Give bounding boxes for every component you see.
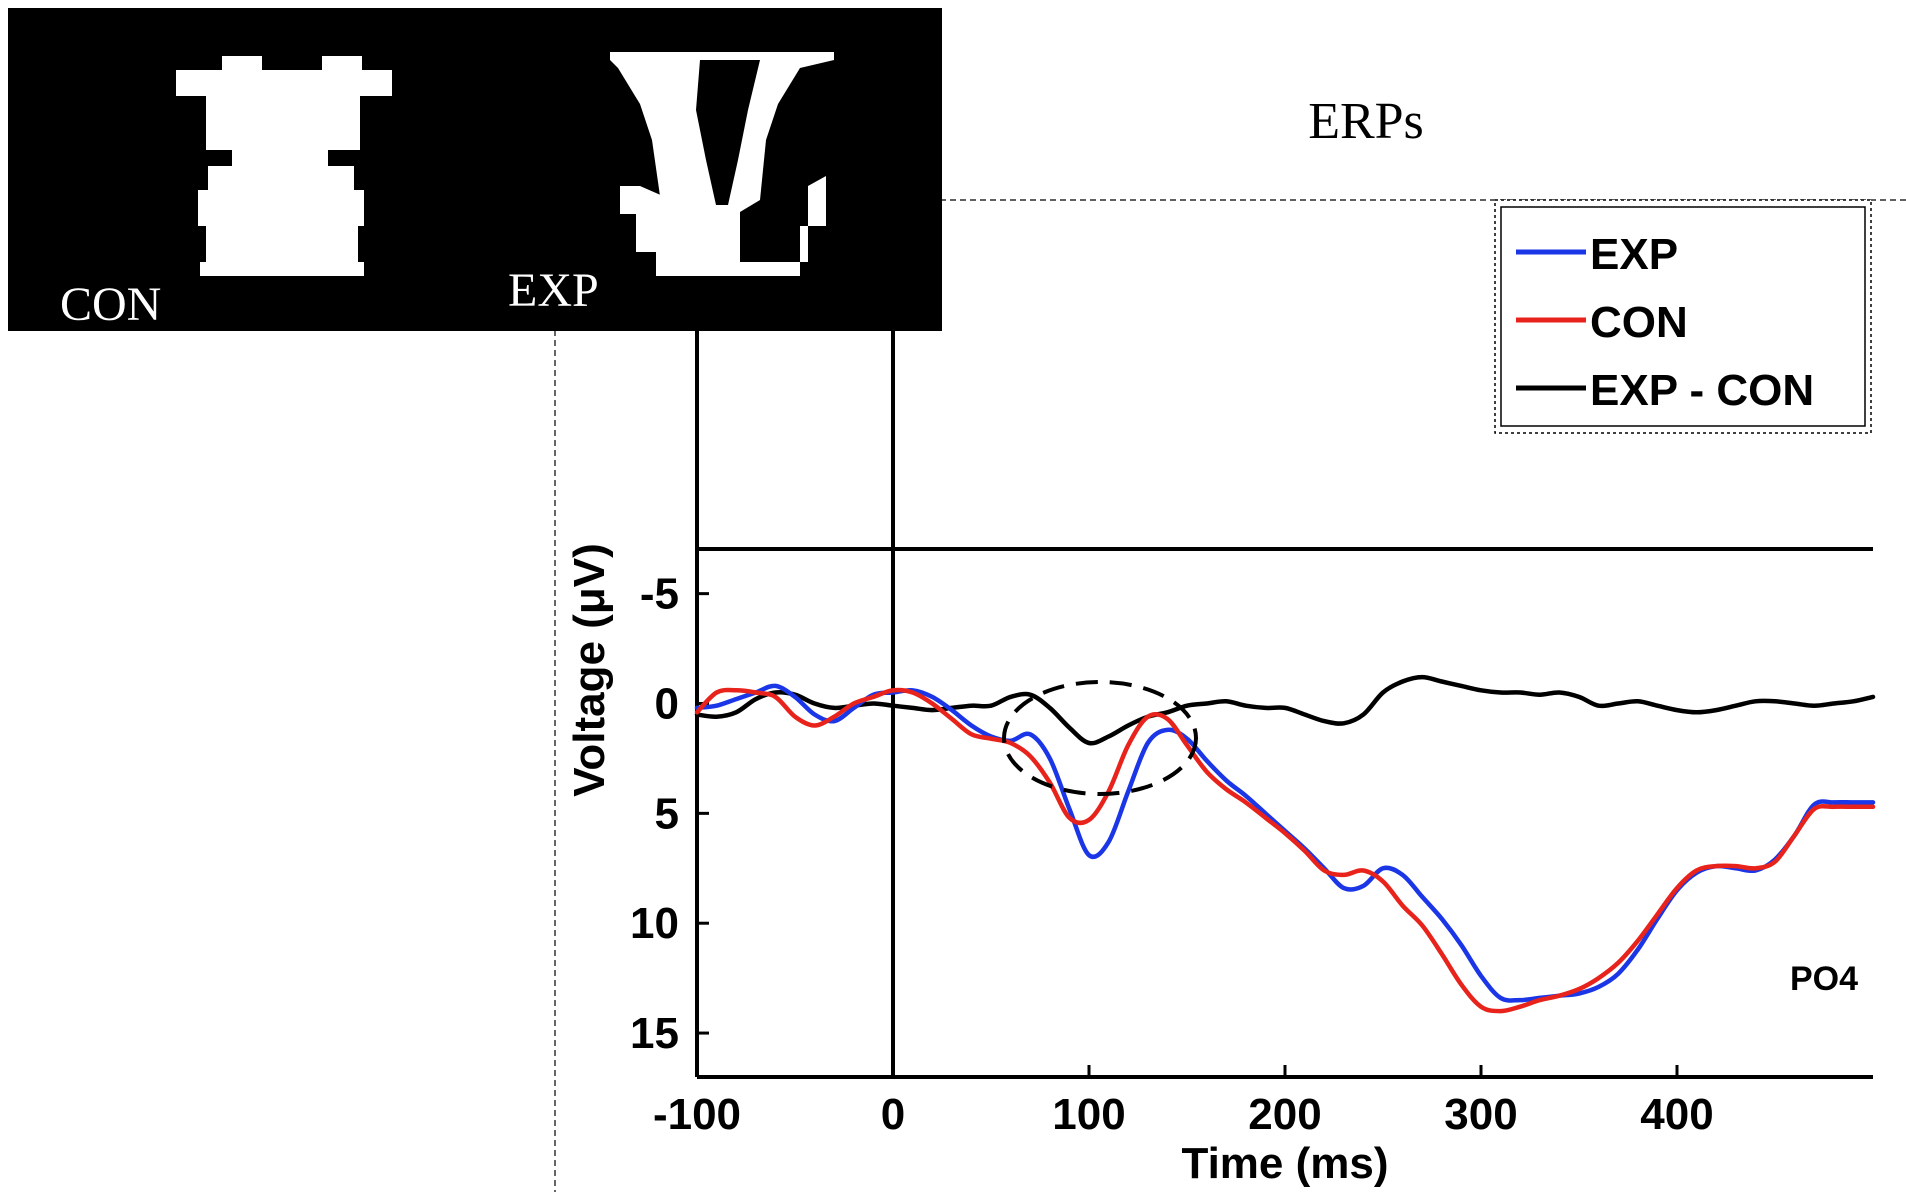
series-line-exp [694,683,1876,1003]
con-stimulus-shape [176,56,392,276]
y-tick-label: -5 [640,570,679,619]
x-tick-label: 200 [1248,1090,1321,1139]
x-tick-group: -100 0 100 200 300 400 [653,1065,1714,1139]
con-stimulus-label: CON [60,278,161,331]
exp-stimulus-label: EXP [508,264,599,317]
stimulus-panel: CON EXP [8,8,942,331]
series-line-con [694,687,1876,1014]
legend-label: EXP [1590,230,1678,279]
x-axis-label: Time (ms) [1181,1139,1388,1188]
y-tick-label: 15 [630,1009,679,1058]
chart-legend: EXP CON EXP - CON [1494,199,1872,434]
x-tick-label: 100 [1052,1090,1125,1139]
y-axis-label: Voltage (μV) [565,543,614,796]
legend-items: EXP CON EXP - CON [1516,230,1814,415]
x-tick-label: 300 [1444,1090,1517,1139]
y-tick-label: 0 [655,680,679,729]
difference-highlight-ellipse [1002,680,1198,796]
exp-stimulus-cutout [696,60,760,205]
y-tick-label: 5 [655,789,679,838]
y-tick-group: -5 0 5 10 15 [630,570,709,1058]
electrode-label: PO4 [1790,960,1858,998]
series-layer [694,674,1876,1014]
x-tick-label: 400 [1640,1090,1713,1139]
figure-header: ERPs [1308,93,1424,150]
y-tick-label: 10 [630,899,679,948]
x-tick-label: 0 [881,1090,905,1139]
legend-label: CON [1590,298,1688,347]
series-line-exp-con [694,674,1876,746]
x-tick-label: -100 [653,1090,741,1139]
legend-label: EXP - CON [1590,366,1814,415]
